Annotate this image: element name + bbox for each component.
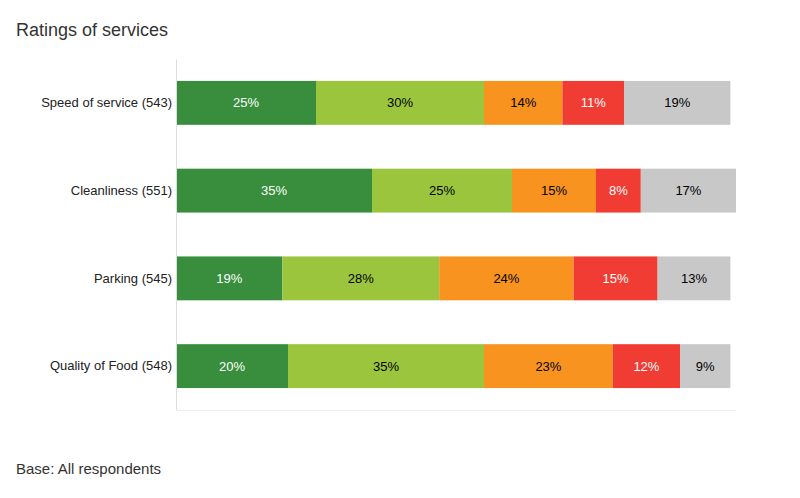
chart: Ratings of services Base: All respondents… — [0, 0, 800, 498]
footnote: Base: All respondents — [16, 460, 161, 477]
data-label: 35% — [261, 183, 287, 198]
data-label: 15% — [541, 183, 567, 198]
y-tick: Parking (545) — [94, 271, 172, 286]
bar-segment — [596, 169, 641, 213]
data-label: 25% — [233, 95, 259, 110]
bar-segment — [613, 344, 680, 388]
bar-segment — [680, 344, 730, 388]
bar-segment — [288, 344, 484, 388]
bar-segment — [282, 256, 439, 300]
data-label: 23% — [535, 359, 561, 374]
bar-segment — [562, 81, 624, 125]
y-tick: Quality of Food (548) — [50, 358, 172, 373]
x-axis-line — [177, 410, 737, 411]
data-labels: 25% 35% 19% 20% 30% 25% 28% 35% 14% 15% 24% 23% 11% 8… — [216, 95, 715, 373]
data-label: 19% — [216, 271, 242, 286]
data-label: 9% — [696, 359, 715, 374]
title: Ratings of services — [16, 20, 168, 40]
y-axis-line — [176, 60, 177, 411]
data-label: 17% — [675, 183, 701, 198]
bar-segment — [484, 81, 562, 125]
bar-segment — [372, 169, 512, 213]
data-label: 19% — [664, 95, 690, 110]
y-tick: Cleanliness (551) — [71, 183, 172, 198]
data-label: 35% — [373, 359, 399, 374]
bar-segment — [176, 169, 372, 213]
data-label: 30% — [387, 95, 413, 110]
bar-segment — [484, 344, 613, 388]
y-tick-label: Parking (545) — [94, 271, 172, 286]
data-label: 8% — [609, 183, 628, 198]
y-axis: Speed of service (543) Cleanliness (551) P… — [41, 60, 176, 411]
bar-segment — [439, 256, 573, 300]
bar-segment — [512, 169, 596, 213]
bar-segment — [176, 344, 288, 388]
bars — [176, 81, 736, 388]
bar-segment — [658, 256, 731, 300]
bar-segment — [176, 256, 282, 300]
data-label: 28% — [348, 271, 374, 286]
y-tick: Speed of service (543) — [41, 95, 172, 110]
data-label: 15% — [603, 271, 629, 286]
bar-segment — [316, 81, 484, 125]
bar-segment — [574, 256, 658, 300]
data-label: 20% — [219, 359, 245, 374]
data-label: 14% — [510, 95, 536, 110]
y-tick-label: Speed of service (543) — [41, 95, 172, 110]
bar-segment — [624, 81, 730, 125]
data-label: 24% — [493, 271, 519, 286]
data-label: 13% — [681, 271, 707, 286]
y-tick-label: Cleanliness (551) — [71, 183, 172, 198]
y-tick-label: Quality of Food (548) — [50, 358, 172, 373]
x-axis — [177, 410, 737, 411]
data-label: 12% — [633, 359, 659, 374]
data-label: 25% — [429, 183, 455, 198]
data-label: 11% — [581, 95, 606, 110]
bar-segment — [641, 169, 736, 213]
bar-segment — [176, 81, 316, 125]
